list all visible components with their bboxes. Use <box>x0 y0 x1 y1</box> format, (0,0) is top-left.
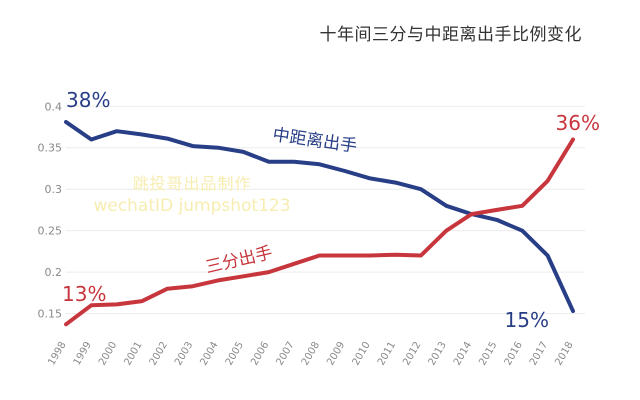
y-tick-label: 0.25 <box>38 225 63 238</box>
x-tick-label: 2017 <box>528 340 550 368</box>
x-tick-label: 2006 <box>249 340 271 368</box>
chart-title: 十年间三分与中距离出手比例变化 <box>319 25 582 45</box>
x-tick-label: 2010 <box>351 340 373 368</box>
x-tick-label: 2002 <box>148 340 170 368</box>
x-tick-label: 2001 <box>122 340 144 368</box>
x-tick-label: 1999 <box>72 340 94 368</box>
data-label: 36% <box>556 111 600 135</box>
x-tick-label: 2013 <box>427 340 449 368</box>
y-tick-label: 0.3 <box>45 183 63 196</box>
y-tick-label: 0.4 <box>45 100 63 113</box>
data-label: 15% <box>505 308 549 332</box>
x-tick-label: 2003 <box>173 340 195 368</box>
y-tick-label: 0.2 <box>45 266 63 279</box>
x-tick-label: 1998 <box>46 340 68 368</box>
x-tick-label: 2011 <box>376 340 398 368</box>
x-tick-label: 2012 <box>401 340 423 368</box>
x-tick-label: 2018 <box>553 340 575 368</box>
series-line <box>64 137 575 327</box>
watermark-line1: 跳投哥出品制作 <box>132 174 252 193</box>
series-label: 中距离出手 <box>271 125 358 157</box>
x-tick-label: 2016 <box>503 340 525 368</box>
x-tick-label: 2005 <box>224 340 246 368</box>
y-tick-label: 0.35 <box>38 142 63 155</box>
data-label: 13% <box>62 282 106 306</box>
watermark: 跳投哥出品制作 wechatID jumpshot123 <box>62 173 322 218</box>
y-tick-label: 0.15 <box>38 308 63 321</box>
data-label: 38% <box>66 88 110 112</box>
x-tick-label: 2009 <box>325 340 347 368</box>
x-tick-label: 2004 <box>198 340 220 368</box>
watermark-line2: wechatID jumpshot123 <box>93 195 291 216</box>
x-tick-label: 2000 <box>97 340 119 368</box>
x-tick-label: 2008 <box>300 340 322 368</box>
x-tick-label: 2015 <box>477 340 499 368</box>
x-tick-label: 2014 <box>452 340 474 368</box>
series-line <box>64 120 575 314</box>
x-tick-label: 2007 <box>274 340 296 368</box>
